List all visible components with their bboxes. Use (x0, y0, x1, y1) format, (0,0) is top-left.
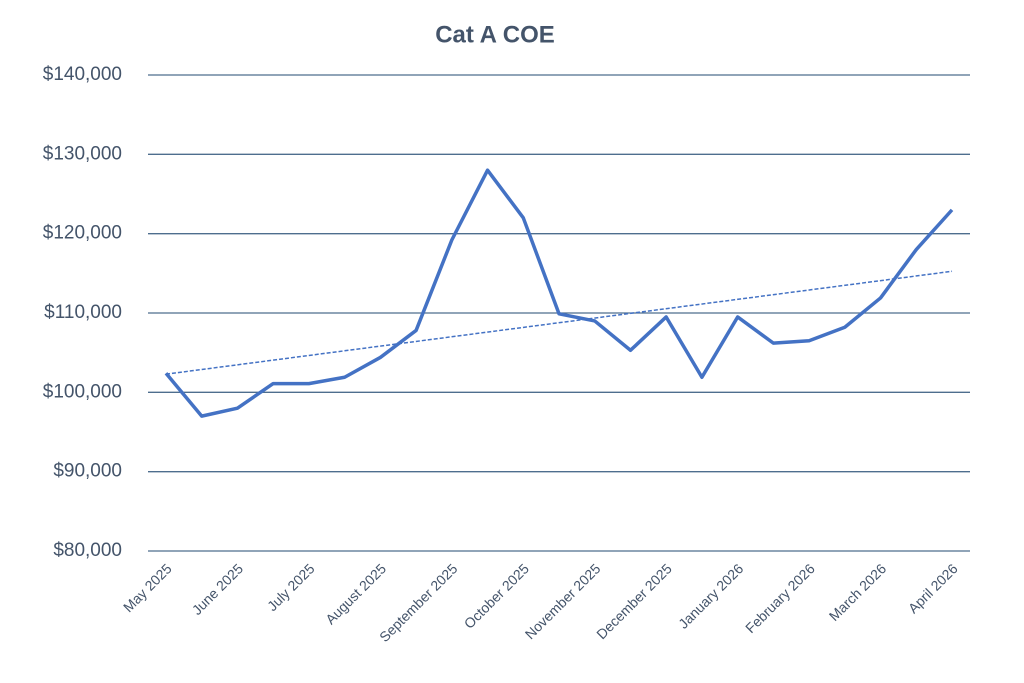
y-tick-label: $90,000 (53, 461, 122, 482)
x-tick-label: May 2025 (120, 560, 175, 615)
trendline (165, 270, 953, 375)
y-tick-label: $120,000 (43, 223, 122, 244)
x-tick-label: October 2025 (461, 560, 532, 631)
x-tick-label: June 2025 (189, 560, 247, 618)
y-tick-label: $100,000 (43, 381, 122, 402)
x-tick-label: April 2026 (905, 560, 961, 616)
x-tick-label: December 2025 (593, 560, 675, 642)
y-tick-label: $110,000 (44, 302, 122, 323)
y-tick-label: $140,000 (43, 64, 122, 85)
x-tick-label: August 2025 (322, 560, 389, 627)
x-tick-label: July 2025 (264, 560, 318, 614)
series-line (164, 168, 954, 418)
x-tick-label: January 2026 (675, 560, 746, 631)
chart-title: Cat A COE (435, 21, 555, 48)
x-tick-label: March 2026 (826, 560, 890, 624)
x-tick-label: September 2025 (376, 560, 461, 645)
x-tick-label: November 2025 (522, 560, 604, 642)
y-tick-label: $130,000 (43, 143, 122, 164)
x-tick-label: February 2026 (742, 560, 818, 636)
y-tick-label: $80,000 (53, 540, 122, 561)
